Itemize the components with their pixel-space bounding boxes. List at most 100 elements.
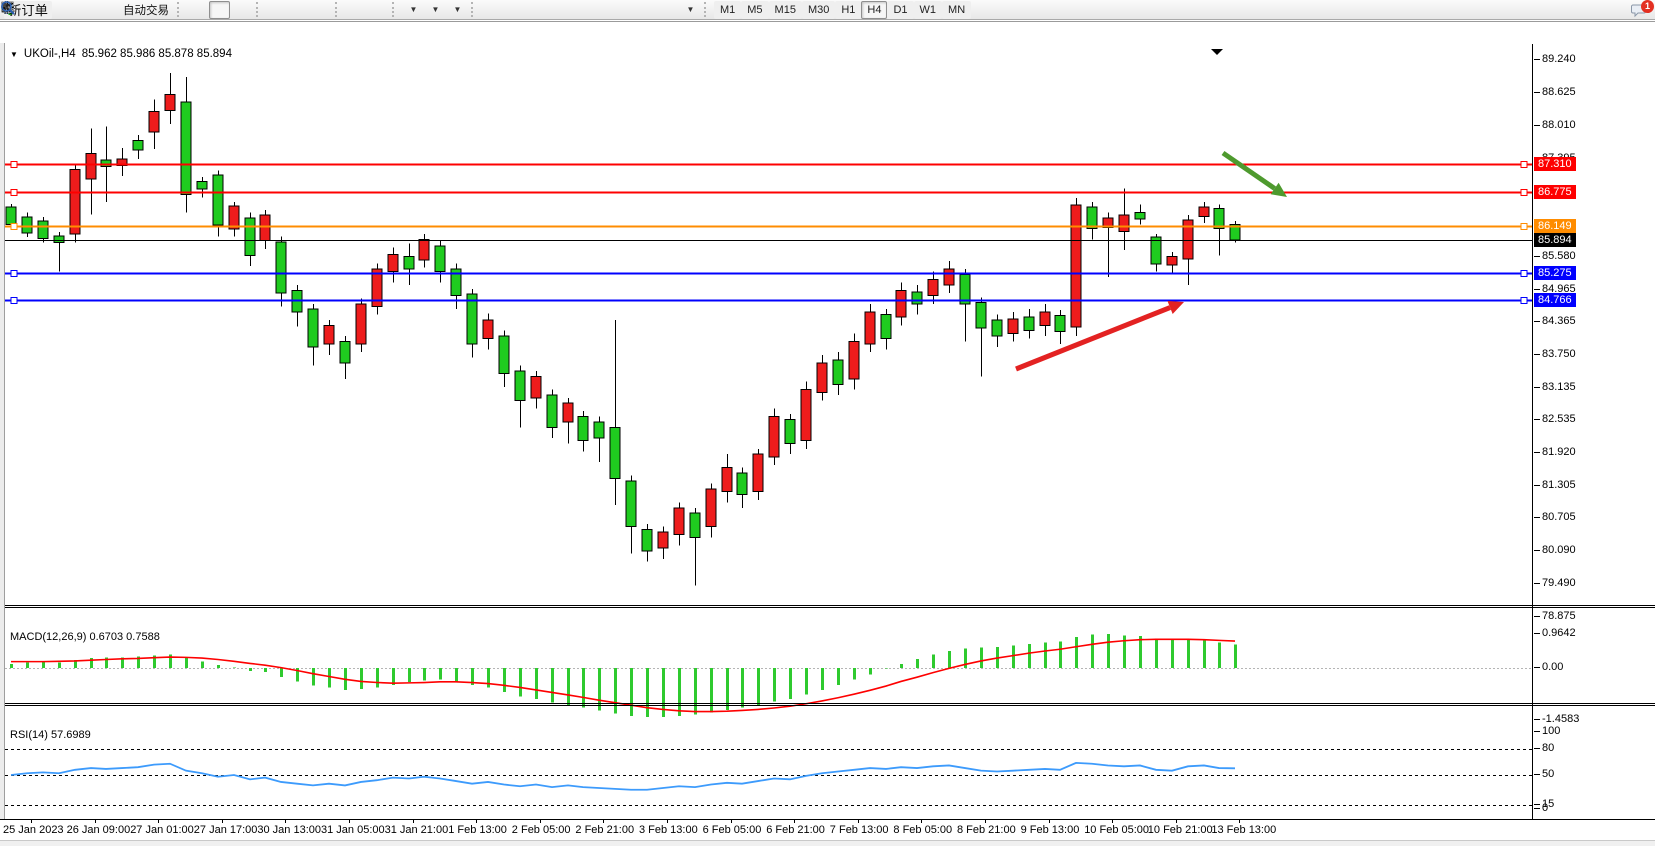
price-tick: 81.920 [1534, 446, 1576, 459]
rsi-tick: 15 [1533, 798, 1555, 811]
macd-tick: -1.4583 [1533, 712, 1580, 725]
zoom-out-icon[interactable] [1, 1, 309, 19]
toolbar-grip [176, 2, 183, 17]
timeframe-m15[interactable]: M15 [768, 0, 802, 19]
time-label: 30 Jan 13:00 [257, 820, 322, 836]
green-down-arrow [1221, 150, 1287, 197]
crosshair-icon[interactable] [1, 1, 524, 19]
toolbar-grip [255, 2, 262, 17]
window-edge [0, 43, 5, 846]
timeframe-m30[interactable]: M30 [801, 0, 836, 19]
time-label: 6 Feb 05:00 [702, 820, 762, 836]
price-line-badge: 85.275 [1534, 265, 1576, 280]
price-line-badge: 86.775 [1534, 185, 1576, 200]
macd-tick: 0.00 [1533, 661, 1564, 673]
chart-window-icon[interactable] [1, 1, 74, 19]
rsi-tick: 80 [1533, 741, 1555, 754]
price-tick: 83.135 [1534, 380, 1576, 393]
search-icon[interactable] [1, 1, 1629, 19]
chevron-down-icon: ▼ [686, 5, 695, 14]
timeframe-d1[interactable]: D1 [887, 0, 914, 19]
candlestick-chart-icon[interactable] [2, 0, 230, 19]
time-label: 7 Feb 13:00 [829, 820, 889, 836]
time-label: 10 Feb 21:00 [1147, 820, 1213, 836]
pane-separator[interactable] [5, 607, 1655, 608]
time-label: 27 Jan 17:00 [193, 820, 258, 836]
pane-separator[interactable] [5, 705, 1655, 706]
trendline-icon[interactable] [1, 1, 590, 19]
price-tick: 79.490 [1534, 576, 1576, 589]
price-tick: 82.535 [1534, 413, 1576, 426]
macd-plot[interactable] [5, 629, 1532, 724]
line-chart-icon[interactable] [1, 1, 252, 19]
time-axis[interactable]: 25 Jan 2023 26 Jan 09:00 27 Jan 01:00 27 Ja… [0, 819, 1655, 840]
timeframe-h1[interactable]: H1 [835, 0, 862, 19]
auto-trading-label: 自动交易 [122, 4, 169, 17]
candlestick-plot[interactable] [5, 44, 1532, 626]
text-label-icon[interactable]: T [1, 1, 678, 19]
horizontal-line-icon[interactable] [2, 1, 568, 19]
time-label: 2 Feb 21:00 [575, 820, 635, 836]
pane-separator[interactable] [5, 605, 1655, 606]
notification-badge: 1 [1641, 0, 1654, 13]
time-label: 1 Feb 13:00 [448, 820, 507, 836]
ohlc-values: 85.962 85.986 85.878 85.894 [81, 48, 232, 60]
time-label: 27 Jan 01:00 [130, 820, 194, 836]
red-up-arrow [1015, 301, 1184, 372]
price-axis[interactable]: 89.24088.62588.01087.39585.58084.96584.3… [1533, 22, 1655, 846]
symbol-collapse-icon[interactable]: ▼ [10, 49, 18, 59]
price-tick: 88.010 [1534, 119, 1576, 132]
timeframe-m1[interactable]: M1 [713, 0, 742, 19]
equidistant-channel-icon[interactable]: E [1, 1, 612, 19]
vertical-line-icon[interactable] [6, 1, 546, 19]
pane-separator[interactable] [5, 703, 1655, 704]
arrows-button[interactable]: ▼ [3, 1, 700, 19]
time-label: 10 Feb 05:00 [1084, 820, 1150, 836]
price-tick: 83.750 [1534, 347, 1576, 360]
price-tick: 80.705 [1534, 511, 1576, 524]
timeframe-mn[interactable]: MN [942, 0, 972, 19]
notifications-icon[interactable]: 1 [1630, 0, 1654, 19]
rsi-tick: 50 [1533, 768, 1555, 780]
market-watch-icon[interactable] [1, 1, 96, 19]
price-line-badge: 86.149 [1534, 218, 1576, 233]
trade-levels-icon[interactable] [2, 1, 366, 19]
time-label: 31 Jan 21:00 [384, 820, 449, 836]
history-orders-icon[interactable] [2, 1, 388, 19]
time-label: 2 Feb 05:00 [511, 820, 571, 836]
rsi-plot[interactable] [5, 727, 1532, 819]
rsi-tick: 0 [1533, 802, 1549, 814]
time-label: 8 Feb 21:00 [957, 820, 1016, 836]
price-axis-border [1532, 44, 1533, 819]
new-order-button[interactable]: 新订单 [4, 0, 52, 19]
svg-text:E: E [9, 10, 13, 15]
time-label: 3 Feb 13:00 [639, 820, 698, 836]
time-label: 26 Jan 09:00 [66, 820, 131, 836]
timeframe-w1[interactable]: W1 [913, 0, 943, 19]
fibonacci-icon[interactable]: F [2, 1, 634, 19]
add-indicator-button[interactable]: ▼ [1, 1, 423, 19]
price-tick: 88.625 [1534, 86, 1576, 99]
templates-button[interactable]: ▼ [1, 1, 467, 19]
text-icon[interactable]: A [4, 1, 656, 19]
auto-trading-button[interactable]: 自动交易 [1, 1, 173, 19]
cursor-icon[interactable] [3, 0, 502, 19]
chart-window: ▼ UKOil-,H4 85.962 85.986 85.878 85.894 … [0, 21, 1655, 846]
toolbar-grip [391, 2, 398, 17]
periods-clock-button[interactable]: ▼ [1, 1, 445, 19]
tile-windows-icon[interactable] [2, 1, 331, 19]
toolbar-grip [470, 2, 477, 17]
rsi-indicator-label: RSI(14) 57.6989 [10, 729, 91, 741]
price-tick: 85.580 [1534, 249, 1576, 262]
timeframe-m5[interactable]: M5 [741, 0, 769, 19]
time-label: 25 Jan 2023 [3, 820, 64, 836]
zoom-in-icon[interactable] [1, 1, 287, 19]
timeframe-h4[interactable]: H4 [861, 0, 888, 19]
time-label: 31 Jan 05:00 [321, 820, 385, 836]
time-label: 9 Feb 13:00 [1020, 820, 1080, 836]
signals-icon[interactable] [1, 1, 118, 19]
macd-indicator-label: MACD(12,26,9) 0.6703 0.7588 [10, 631, 160, 643]
chevron-down-icon: ▼ [431, 5, 440, 14]
bar-chart-icon[interactable] [1, 1, 208, 19]
macd-tick: 0.9642 [1534, 626, 1576, 639]
